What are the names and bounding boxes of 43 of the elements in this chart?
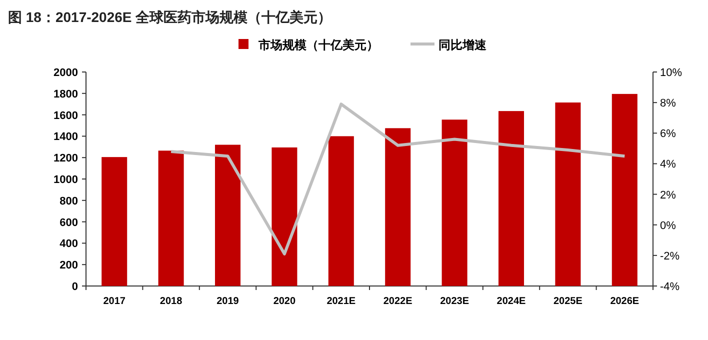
x-tick-label: 2023E bbox=[440, 296, 470, 307]
bar bbox=[102, 157, 128, 286]
bar bbox=[385, 128, 411, 286]
x-tick-label: 2024E bbox=[496, 296, 526, 307]
y-tick-label: 1200 bbox=[54, 152, 78, 165]
bar bbox=[498, 111, 524, 286]
y-tick-label: 1600 bbox=[54, 110, 78, 122]
x-tick-label: 2026E bbox=[610, 296, 640, 307]
line-series bbox=[170, 102, 626, 256]
y-tick-label: 1400 bbox=[54, 131, 78, 144]
x-tick-label: 2020 bbox=[273, 296, 296, 307]
x-tick-label: 2021E bbox=[326, 296, 356, 307]
y-tick-label: 0 bbox=[72, 281, 78, 293]
bar bbox=[272, 147, 298, 286]
bar bbox=[442, 120, 468, 286]
y2-tick-label: 2% bbox=[660, 189, 676, 202]
x-tick-label: 2018 bbox=[160, 296, 183, 307]
x-tick-label: 2017 bbox=[103, 296, 126, 307]
legend-label: 市场规模（十亿美元） bbox=[258, 38, 378, 52]
y-tick-label: 1000 bbox=[54, 174, 78, 186]
bar bbox=[612, 94, 638, 286]
y-tick-label: 2000 bbox=[54, 67, 78, 79]
legend-label: 同比增速 bbox=[438, 38, 488, 52]
y-tick-label: 400 bbox=[60, 238, 78, 250]
y2-tick-label: 4% bbox=[660, 158, 676, 171]
bar bbox=[158, 150, 184, 286]
y2-tick-label: 10% bbox=[660, 67, 682, 79]
chart-title: 图 18：2017-2026E 全球医药市场规模（十亿美元） bbox=[8, 9, 332, 25]
y-tick-label: 800 bbox=[60, 195, 78, 208]
y-tick-label: 600 bbox=[60, 216, 78, 229]
y2-tick-label: -4% bbox=[660, 281, 680, 293]
bar bbox=[214, 144, 241, 286]
y-tick-label: 1800 bbox=[54, 88, 78, 100]
bar bbox=[555, 102, 581, 286]
y-tick-label: 200 bbox=[60, 260, 78, 272]
y2-tick-label: 8% bbox=[660, 98, 676, 110]
y2-tick-label: -2% bbox=[660, 250, 680, 262]
x-tick-label: 2025E bbox=[553, 296, 583, 307]
y2-tick-label: 6% bbox=[660, 128, 676, 140]
x-tick-label: 2022E bbox=[383, 296, 413, 307]
y2-tick-label: 0% bbox=[660, 220, 676, 232]
bar bbox=[328, 136, 354, 286]
x-tick-label: 2019 bbox=[216, 296, 240, 307]
